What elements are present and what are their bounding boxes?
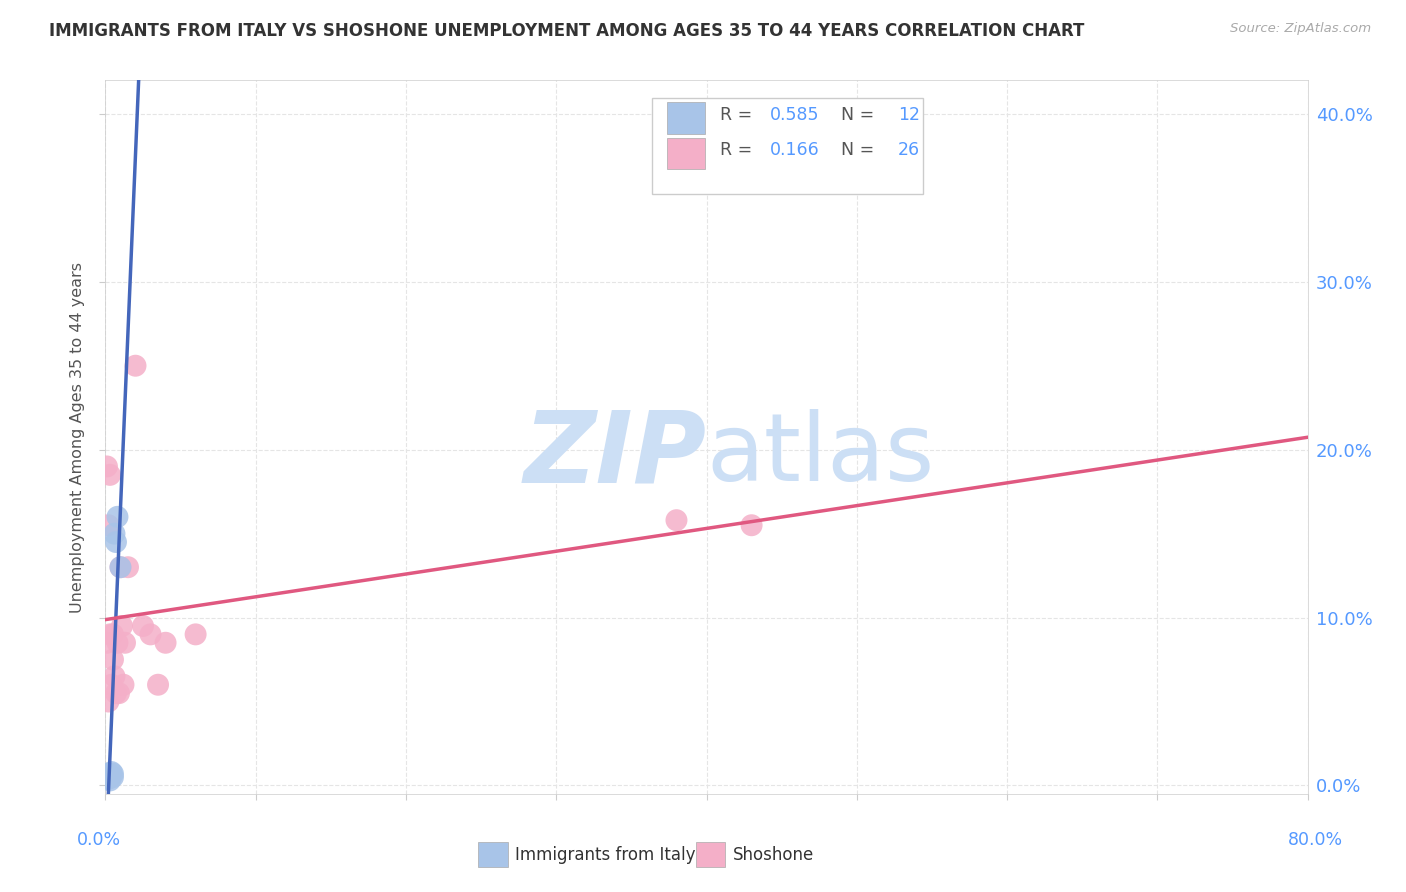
- Point: [101, 652, 124, 666]
- Point: [665, 513, 688, 527]
- Point: [98, 627, 121, 641]
- Point: [104, 535, 127, 549]
- Text: 12: 12: [897, 105, 920, 123]
- Text: R =: R =: [720, 105, 758, 123]
- Text: 0.166: 0.166: [770, 141, 820, 159]
- Text: 26: 26: [897, 141, 920, 159]
- Point: [100, 765, 122, 780]
- Point: [111, 619, 134, 633]
- Text: ZIP: ZIP: [523, 407, 707, 503]
- Point: [98, 773, 121, 788]
- FancyBboxPatch shape: [666, 103, 706, 134]
- Point: [112, 678, 135, 692]
- Point: [101, 766, 124, 780]
- Point: [97, 518, 120, 533]
- Point: [114, 636, 136, 650]
- Point: [184, 627, 207, 641]
- Text: N =: N =: [831, 105, 880, 123]
- Point: [741, 518, 763, 533]
- Point: [104, 686, 127, 700]
- Text: N =: N =: [831, 141, 880, 159]
- Point: [98, 768, 121, 782]
- Point: [97, 772, 120, 786]
- Point: [110, 560, 132, 574]
- Point: [110, 560, 132, 574]
- Text: R =: R =: [720, 141, 758, 159]
- Point: [98, 467, 121, 482]
- Text: 0.585: 0.585: [770, 105, 820, 123]
- Point: [100, 678, 122, 692]
- Text: Source: ZipAtlas.com: Source: ZipAtlas.com: [1230, 22, 1371, 36]
- Point: [107, 636, 129, 650]
- Point: [117, 560, 139, 574]
- Point: [107, 509, 129, 524]
- Text: IMMIGRANTS FROM ITALY VS SHOSHONE UNEMPLOYMENT AMONG AGES 35 TO 44 YEARS CORRELA: IMMIGRANTS FROM ITALY VS SHOSHONE UNEMPL…: [49, 22, 1084, 40]
- Point: [97, 766, 120, 780]
- FancyBboxPatch shape: [666, 138, 706, 169]
- Point: [124, 359, 146, 373]
- Point: [96, 770, 118, 784]
- Text: Immigrants from Italy: Immigrants from Italy: [515, 846, 695, 863]
- Point: [101, 770, 124, 784]
- FancyBboxPatch shape: [652, 98, 922, 194]
- Point: [96, 459, 118, 474]
- Point: [146, 678, 169, 692]
- Text: atlas: atlas: [707, 409, 935, 501]
- Point: [103, 526, 125, 541]
- Text: 0.0%: 0.0%: [77, 831, 121, 849]
- Point: [139, 627, 162, 641]
- Point: [155, 636, 177, 650]
- Text: 80.0%: 80.0%: [1288, 831, 1343, 849]
- Point: [97, 694, 120, 708]
- Point: [101, 627, 124, 641]
- Y-axis label: Unemployment Among Ages 35 to 44 years: Unemployment Among Ages 35 to 44 years: [70, 261, 84, 613]
- Point: [108, 686, 131, 700]
- Point: [103, 669, 125, 683]
- Point: [96, 636, 118, 650]
- Point: [132, 619, 155, 633]
- Text: Shoshone: Shoshone: [733, 846, 814, 863]
